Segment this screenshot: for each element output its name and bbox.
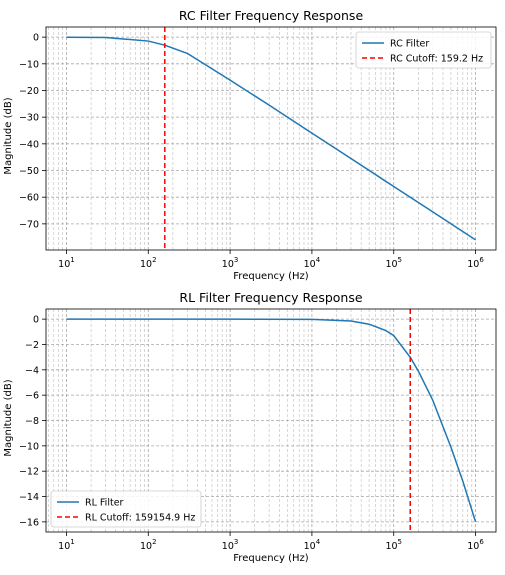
rl-y-tick-label: −14 (19, 492, 39, 503)
rc-chart: RC Filter Frequency Response 101 102 103 10… (3, 8, 497, 282)
rl-x-tick-label: 105 (385, 538, 402, 552)
rc-y-tick-label: −40 (19, 139, 39, 150)
rc-y-tick-label: −10 (19, 59, 39, 70)
rl-x-tick-label: 101 (58, 538, 75, 552)
rl-x-axis-label: Frequency (Hz) (233, 553, 309, 564)
rc-legend-label: RC Filter (390, 39, 429, 50)
rc-ticks: 101 102 103 104 105 106 0 −10 −20 −30 −40 −50 −60 −70 (19, 33, 484, 270)
rl-legend-box (50, 490, 202, 528)
rc-grid (46, 27, 496, 250)
rc-x-tick-label: 101 (58, 256, 75, 270)
rl-legend-label: RL Cutoff: 159154.9 Hz (85, 513, 195, 524)
rl-legend: RL Filter RL Cutoff: 159154.9 Hz (50, 490, 202, 528)
rl-response-line (66, 318, 477, 523)
rc-y-tick-label: −20 (19, 86, 39, 97)
rl-y-tick-label: 0 (33, 315, 39, 326)
rl-chart-title: RL Filter Frequency Response (179, 290, 362, 305)
rl-y-tick-label: −12 (19, 467, 39, 478)
rc-y-tick-label: 0 (33, 33, 39, 44)
rl-y-tick-label: −8 (25, 416, 39, 427)
rl-y-axis-label: Magnitude (dB) (3, 379, 14, 456)
rc-legend-box (355, 31, 492, 69)
rl-x-tick-label: 103 (222, 538, 239, 552)
rc-x-tick-label: 103 (222, 256, 239, 270)
rl-data (66, 309, 477, 532)
rl-x-tick-label: 102 (140, 538, 157, 552)
rc-legend-label: RC Cutoff: 159.2 Hz (390, 54, 483, 65)
rl-y-tick-label: −4 (25, 365, 39, 376)
rc-chart-title: RC Filter Frequency Response (179, 8, 364, 23)
rl-legend-label: RL Filter (85, 498, 124, 509)
rl-y-tick-label: −10 (19, 441, 39, 452)
rc-x-tick-label: 104 (304, 256, 321, 270)
rc-x-tick-label: 102 (140, 256, 157, 270)
rl-y-tick-label: −16 (19, 517, 39, 528)
rc-plot-frame (45, 26, 497, 251)
rc-data (66, 27, 476, 250)
rl-x-tick-label: 104 (304, 538, 321, 552)
rc-x-tick-label: 106 (467, 256, 484, 270)
rc-y-tick-label: −30 (19, 113, 39, 124)
rc-legend: RC Filter RC Cutoff: 159.2 Hz (355, 31, 492, 69)
rc-y-tick-label: −70 (19, 219, 39, 230)
rl-chart: RL Filter Frequency Response 101 102 103 10… (3, 290, 497, 564)
rc-y-axis-label: Magnitude (dB) (3, 97, 14, 174)
rl-y-tick-label: −2 (25, 340, 39, 351)
rl-x-tick-label: 106 (467, 538, 484, 552)
rc-y-tick-label: −60 (19, 193, 39, 204)
rc-x-axis-label: Frequency (Hz) (233, 271, 309, 282)
rc-x-tick-label: 105 (385, 256, 402, 270)
rc-response-line (66, 36, 476, 241)
rc-y-tick-label: −50 (19, 166, 39, 177)
rl-y-tick-label: −6 (25, 391, 39, 402)
